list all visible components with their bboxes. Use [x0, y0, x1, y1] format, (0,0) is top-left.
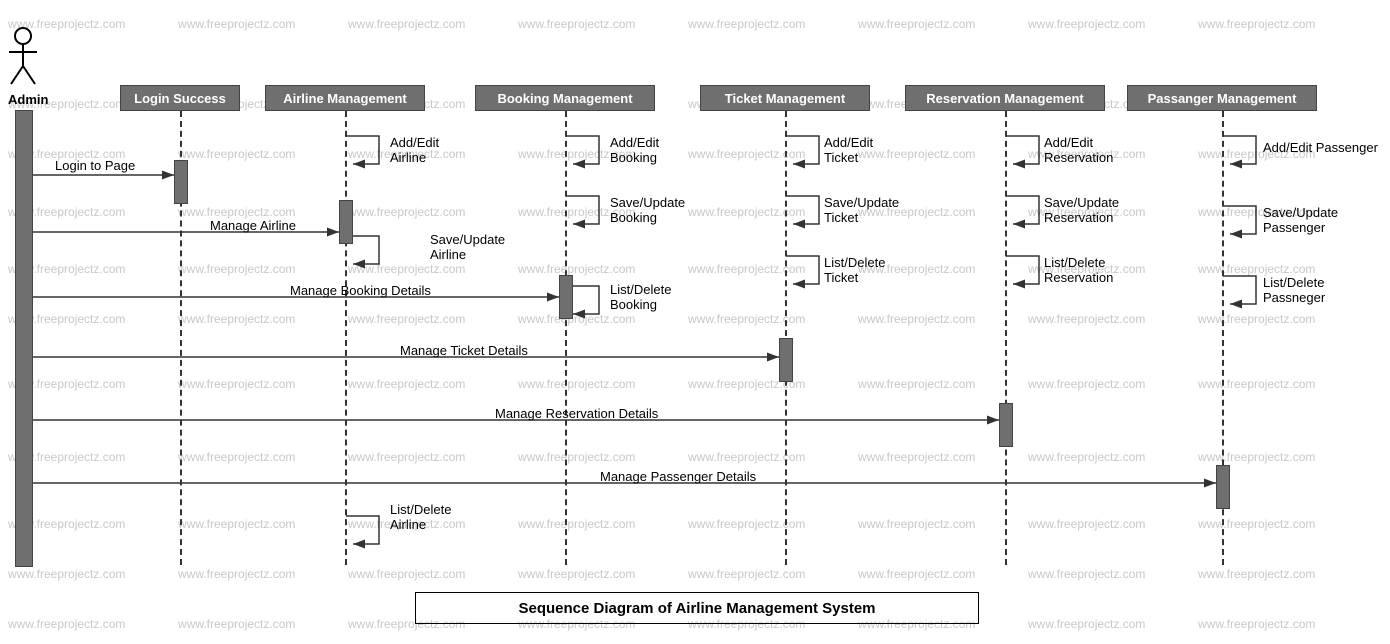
activation-airline	[339, 200, 353, 244]
self-message-ticket	[786, 136, 819, 164]
self-message-reservation	[1006, 196, 1039, 224]
self-message-label: Save/UpdateBooking	[610, 195, 685, 225]
self-message-passenger	[1223, 206, 1256, 234]
self-message-label: List/DeleteReservation	[1044, 255, 1113, 285]
sequence-diagram: www.freeprojectz.comwww.freeprojectz.com…	[0, 0, 1390, 644]
diagram-title: Sequence Diagram of Airline Management S…	[415, 592, 979, 624]
lifeline-head-airline: Airline Management	[265, 85, 425, 111]
lifeline-head-login: Login Success	[120, 85, 240, 111]
self-message-label: Save/UpdatePassenger	[1263, 205, 1338, 235]
lifeline-airline	[345, 111, 347, 565]
activation-login	[174, 160, 188, 204]
activation-booking	[559, 275, 573, 319]
self-message-label: Save/UpdateReservation	[1044, 195, 1119, 225]
self-message-passenger	[1223, 136, 1256, 164]
self-message-label: List/DeleteBooking	[610, 282, 671, 312]
self-message-label: Save/UpdateTicket	[824, 195, 899, 225]
actor-lifeline-bar	[15, 110, 33, 567]
message-label: Manage Ticket Details	[400, 343, 528, 358]
self-message-label: Save/UpdateAirline	[430, 232, 505, 262]
self-message-airline	[346, 136, 379, 164]
self-message-booking	[566, 136, 599, 164]
message-label: Manage Airline	[210, 218, 296, 233]
self-message-airline	[346, 516, 379, 544]
self-message-label: List/DeleteAirline	[390, 502, 451, 532]
self-message-label: List/DeleteTicket	[824, 255, 885, 285]
self-message-label: List/DeletePassneger	[1263, 275, 1325, 305]
actor-admin	[9, 28, 37, 84]
activation-passenger	[1216, 465, 1230, 509]
actor-label: Admin	[8, 92, 48, 107]
lifeline-booking	[565, 111, 567, 565]
self-message-reservation	[1006, 136, 1039, 164]
self-message-label: Add/EditReservation	[1044, 135, 1113, 165]
message-label: Manage Booking Details	[290, 283, 431, 298]
self-message-passenger	[1223, 276, 1256, 304]
lifeline-reservation	[1005, 111, 1007, 565]
self-message-ticket	[786, 256, 819, 284]
lifeline-head-booking: Booking Management	[475, 85, 655, 111]
self-message-label: Add/Edit Passenger	[1263, 140, 1378, 155]
message-label: Manage Reservation Details	[495, 406, 658, 421]
lifeline-head-passenger: Passanger Management	[1127, 85, 1317, 111]
activation-reservation	[999, 403, 1013, 447]
self-message-label: Add/EditTicket	[824, 135, 873, 165]
self-message-label: Add/EditAirline	[390, 135, 439, 165]
self-message-booking	[566, 196, 599, 224]
activation-ticket	[779, 338, 793, 382]
lifeline-head-ticket: Ticket Management	[700, 85, 870, 111]
lifeline-head-reservation: Reservation Management	[905, 85, 1105, 111]
message-label: Login to Page	[55, 158, 135, 173]
self-message-label: Add/EditBooking	[610, 135, 659, 165]
message-label: Manage Passenger Details	[600, 469, 756, 484]
self-message-ticket	[786, 196, 819, 224]
self-message-reservation	[1006, 256, 1039, 284]
